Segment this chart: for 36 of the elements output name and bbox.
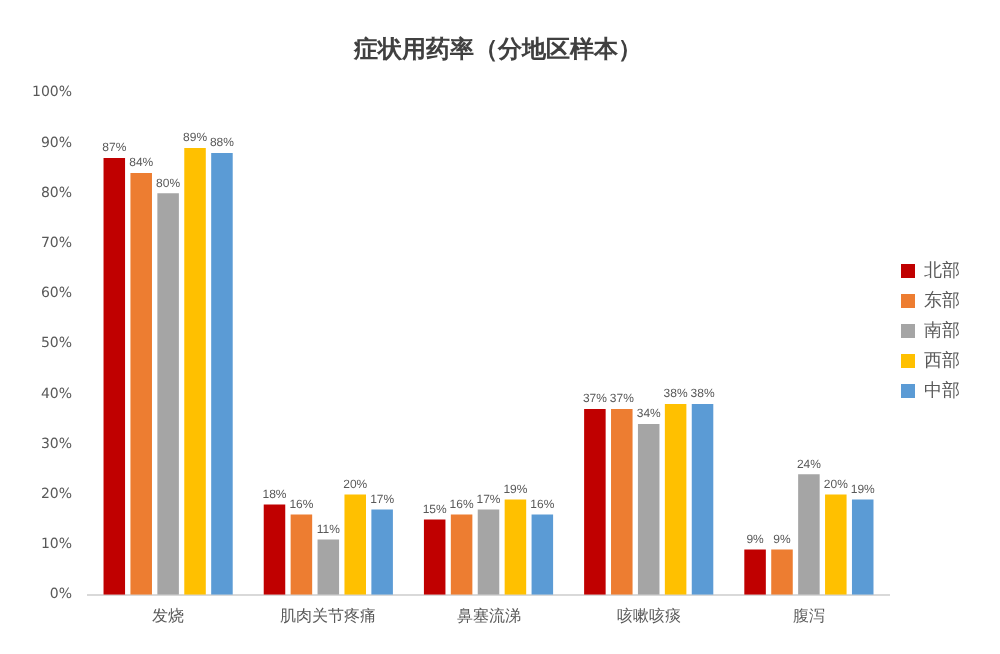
bar bbox=[584, 409, 606, 595]
x-tick-label: 鼻塞流涕 bbox=[456, 606, 521, 625]
bar bbox=[504, 499, 527, 595]
bar bbox=[371, 509, 393, 595]
bar bbox=[664, 404, 687, 595]
bar bbox=[317, 539, 340, 595]
legend-label: 西部 bbox=[924, 349, 960, 372]
x-tick-label: 腹泻 bbox=[792, 606, 825, 625]
bar bbox=[344, 494, 366, 595]
bar bbox=[450, 514, 473, 595]
legend-label: 北部 bbox=[924, 259, 960, 282]
bar bbox=[130, 173, 152, 595]
bar bbox=[184, 148, 206, 595]
bar bbox=[798, 474, 820, 595]
bar bbox=[851, 499, 874, 595]
bar bbox=[103, 158, 126, 595]
x-tick-label: 肌肉关节疼痛 bbox=[280, 606, 377, 625]
legend-label: 东部 bbox=[924, 289, 960, 312]
legend-label: 南部 bbox=[924, 319, 960, 342]
bar bbox=[531, 514, 554, 595]
legend-label: 中部 bbox=[924, 379, 960, 402]
bar bbox=[771, 549, 793, 595]
bar bbox=[825, 494, 847, 595]
bar bbox=[744, 549, 766, 595]
bar bbox=[691, 404, 714, 595]
x-tick-label: 咳嗽咳痰 bbox=[616, 606, 681, 625]
bar bbox=[157, 193, 179, 595]
x-tick-label: 发烧 bbox=[152, 606, 185, 625]
bar bbox=[611, 409, 633, 595]
bar bbox=[290, 514, 313, 595]
bar bbox=[423, 519, 446, 595]
bar bbox=[263, 504, 286, 595]
bar bbox=[637, 424, 660, 595]
chart-title: 症状用药率（分地区样本） bbox=[352, 34, 642, 63]
bar bbox=[211, 153, 233, 595]
bar bbox=[477, 509, 500, 595]
